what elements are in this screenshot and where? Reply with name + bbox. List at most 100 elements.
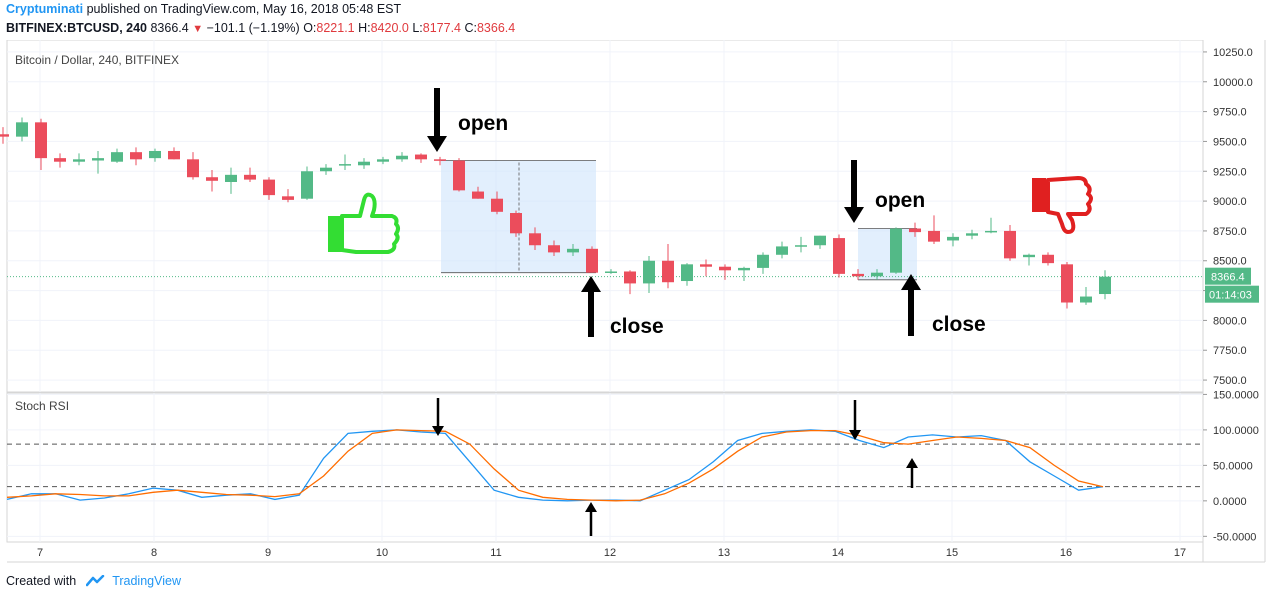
candle-body[interactable] (35, 122, 47, 159)
price-pane[interactable] (6, 40, 1204, 393)
stoch-rsi-title: Stoch RSI (15, 399, 69, 413)
stoch-d-line[interactable] (6, 429, 1104, 502)
tradingview-link[interactable]: TradingView (112, 574, 181, 588)
candle-body[interactable] (320, 167, 332, 172)
candle-body[interactable] (643, 260, 655, 284)
high-value: 8420.0 (370, 21, 409, 35)
candle-body[interactable] (282, 196, 294, 200)
candle-body[interactable] (0, 134, 9, 137)
thumbs-up-cuff (328, 216, 342, 252)
close-label: C: (464, 21, 477, 35)
x-tick-label: 16 (1060, 547, 1072, 559)
candle-body[interactable] (852, 273, 864, 277)
candle-body[interactable] (244, 174, 256, 180)
open-arrow-1-head (427, 136, 447, 152)
down-triangle-icon: ▼ (192, 23, 204, 35)
candle-body[interactable] (719, 266, 731, 271)
y-tick-label: 9250.0 (1213, 166, 1247, 178)
candle-body[interactable] (396, 155, 408, 160)
author-name[interactable]: Cryptuminati (6, 2, 84, 16)
candle-body[interactable] (871, 272, 883, 277)
y-tick-label: 9750.0 (1213, 107, 1247, 119)
candle-body[interactable] (624, 271, 636, 284)
rsi-y-tick-label: 0.0000 (1213, 496, 1247, 508)
symbol-label: BITFINEX:BTCUSD, 240 (6, 21, 147, 35)
candle-body[interactable] (453, 160, 465, 191)
candle-body[interactable] (130, 152, 142, 160)
close-arrow-1-head (581, 276, 601, 292)
candle-body[interactable] (586, 248, 598, 273)
tradingview-logo-icon (86, 575, 105, 587)
y-tick-label: 9500.0 (1213, 136, 1247, 148)
candle-body[interactable] (928, 230, 940, 242)
candle-body[interactable] (358, 161, 370, 166)
stoch-rsi-pane[interactable] (6, 392, 1204, 543)
candle-body[interactable] (434, 159, 446, 161)
candle-body[interactable] (491, 198, 503, 212)
stoch-k-line[interactable] (6, 429, 1104, 502)
last-price-badge (1205, 267, 1251, 285)
price-change: −101.1 (−1.19%) (206, 21, 300, 35)
candle-body[interactable] (890, 228, 902, 273)
candle-body[interactable] (149, 150, 161, 159)
candle-body[interactable] (757, 254, 769, 268)
candle-body[interactable] (54, 158, 66, 162)
candle-body[interactable] (168, 150, 180, 160)
candle-body[interactable] (795, 245, 807, 247)
candle-body[interactable] (567, 248, 579, 253)
candle-body[interactable] (833, 238, 845, 274)
candle-body[interactable] (263, 179, 275, 196)
candle-body[interactable] (1004, 230, 1016, 259)
last-price-label: 8366.4 (1211, 272, 1245, 284)
candle-body[interactable] (339, 164, 351, 166)
y-tick-label: 8000.0 (1213, 315, 1247, 327)
y-tick-label: 9000.0 (1213, 196, 1247, 208)
candle-body[interactable] (985, 230, 997, 233)
candle-body[interactable] (206, 177, 218, 181)
candle-body[interactable] (909, 228, 921, 233)
candle-body[interactable] (776, 246, 788, 255)
candle-body[interactable] (73, 159, 85, 162)
candle-body[interactable] (1023, 254, 1035, 258)
publish-line: Cryptuminati published on TradingView.co… (6, 2, 401, 16)
candle-body[interactable] (814, 235, 826, 246)
candle-body[interactable] (415, 154, 427, 160)
candle-body[interactable] (187, 159, 199, 178)
candle-body[interactable] (1080, 296, 1092, 303)
candle-body[interactable] (92, 158, 104, 161)
candle-body[interactable] (681, 264, 693, 282)
y-tick-label: 10000.0 (1213, 77, 1253, 89)
candle-body[interactable] (947, 236, 959, 241)
x-tick-label: 8 (151, 547, 157, 559)
candle-body[interactable] (966, 233, 978, 236)
candle-body[interactable] (605, 271, 617, 273)
candle-body[interactable] (529, 233, 541, 246)
y-tick-label: 7750.0 (1213, 345, 1247, 357)
candle-body[interactable] (662, 260, 674, 283)
stoch-close-arrow-2-head (906, 458, 918, 468)
candle-body[interactable] (1042, 254, 1054, 264)
rsi-y-tick-label: 50.0000 (1213, 460, 1253, 472)
candle-body[interactable] (1099, 276, 1111, 295)
candle-body[interactable] (700, 264, 712, 267)
x-tick-label: 12 (604, 547, 616, 559)
x-tick-label: 15 (946, 547, 958, 559)
candle-body[interactable] (16, 122, 28, 137)
open-value: 8221.1 (316, 21, 355, 35)
candle-body[interactable] (510, 213, 522, 234)
publish-info: published on TradingView.com, May 16, 20… (86, 2, 402, 16)
footer: Created with TradingView (6, 574, 181, 588)
rsi-y-tick-label: 150.0000 (1213, 389, 1259, 401)
candle-body[interactable] (738, 267, 750, 271)
candle-body[interactable] (1061, 264, 1073, 303)
candle-body[interactable] (472, 191, 484, 199)
chart-area[interactable]: 78910111213141516177500.07750.08000.0825… (0, 40, 1270, 572)
candle-body[interactable] (301, 171, 313, 199)
high-label: H: (358, 21, 371, 35)
candle-body[interactable] (548, 245, 560, 253)
candle-body[interactable] (377, 159, 389, 162)
open-arrow-2-head (844, 207, 864, 223)
candle-body[interactable] (225, 174, 237, 182)
candle-body[interactable] (111, 152, 123, 162)
stoch-close-arrow-1-head (585, 502, 597, 512)
